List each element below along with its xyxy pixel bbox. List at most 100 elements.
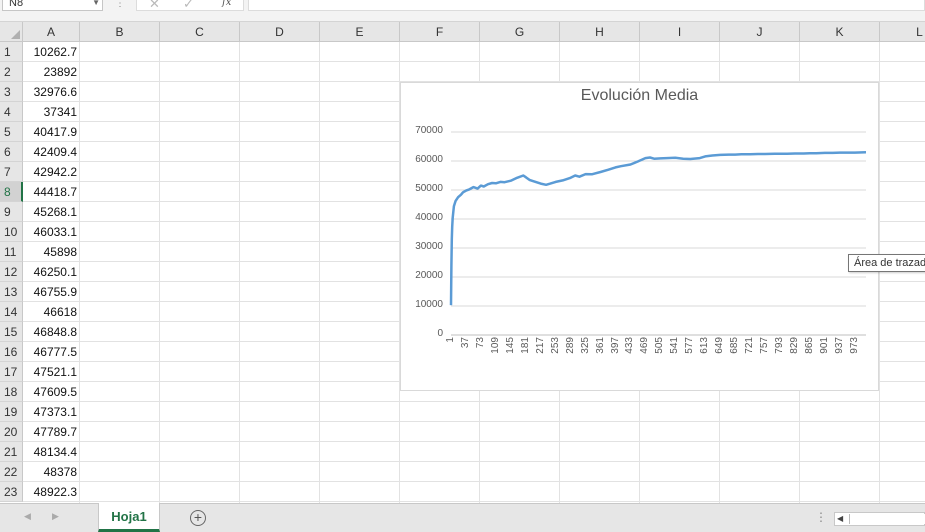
cell-a5[interactable]: 40417.9 <box>33 125 77 139</box>
x-tick-label: 361 <box>594 337 606 354</box>
column-header-e[interactable]: E <box>320 22 400 42</box>
cell-a8[interactable]: 44418.7 <box>33 185 77 199</box>
row-header-11[interactable]: 11 <box>0 242 23 262</box>
x-tick-label: 73 <box>474 337 486 349</box>
chart-plot-area[interactable] <box>401 83 880 392</box>
x-tick-label: 289 <box>564 337 576 354</box>
row-header-13[interactable]: 13 <box>0 282 23 302</box>
row-header-21[interactable]: 21 <box>0 442 23 462</box>
cell-a9[interactable]: 45268.1 <box>33 205 77 219</box>
name-box[interactable]: N8 ▼ <box>2 0 103 11</box>
x-tick-label: 109 <box>489 337 501 354</box>
cell-a23[interactable]: 48922.3 <box>33 485 77 499</box>
row-header-3[interactable]: 3 <box>0 82 23 102</box>
x-tick-label: 325 <box>579 337 591 354</box>
column-header-f[interactable]: F <box>400 22 480 42</box>
column-header-b[interactable]: B <box>80 22 160 42</box>
cell-a12[interactable]: 46250.1 <box>33 265 77 279</box>
row-header-10[interactable]: 10 <box>0 222 23 242</box>
cell-a20[interactable]: 47789.7 <box>33 425 77 439</box>
cell-a15[interactable]: 46848.8 <box>33 325 77 339</box>
row-header-9[interactable]: 9 <box>0 202 23 222</box>
row-header-18[interactable]: 18 <box>0 382 23 402</box>
x-tick-label: 541 <box>669 337 681 354</box>
x-tick-label: 217 <box>534 337 546 354</box>
sheet-tab-hoja1[interactable]: Hoja1 <box>98 503 160 532</box>
x-tick-label: 181 <box>519 337 531 354</box>
tab-scroll-left-icon[interactable]: ◀ <box>24 511 31 521</box>
y-tick-label: 40000 <box>415 212 443 223</box>
row-header-7[interactable]: 7 <box>0 162 23 182</box>
column-header-c[interactable]: C <box>160 22 240 42</box>
formula-input[interactable] <box>248 0 925 11</box>
row-header-5[interactable]: 5 <box>0 122 23 142</box>
cell-a19[interactable]: 47373.1 <box>33 405 77 419</box>
plus-circle-icon[interactable]: + <box>190 510 206 526</box>
column-header-i[interactable]: I <box>640 22 720 42</box>
select-all-button[interactable] <box>0 22 23 42</box>
cell-a1[interactable]: 10262.7 <box>33 45 77 59</box>
column-header-g[interactable]: G <box>480 22 560 42</box>
x-tick-label: 721 <box>744 337 756 354</box>
row-header-19[interactable]: 19 <box>0 402 23 422</box>
cell-a2[interactable]: 23892 <box>43 65 77 79</box>
line-chart[interactable]: Evolución Media 0 10000 20000 30000 40000 500… <box>400 82 879 391</box>
horizontal-scrollbar[interactable]: ◀ <box>834 512 925 526</box>
y-tick-label: 10000 <box>415 299 443 310</box>
cell-a22[interactable]: 48378 <box>43 465 77 479</box>
row-header-22[interactable]: 22 <box>0 462 23 482</box>
cell-a10[interactable]: 46033.1 <box>33 225 77 239</box>
series-line[interactable] <box>449 151 867 306</box>
cell-a6[interactable]: 42409.4 <box>33 145 77 159</box>
row-header-15[interactable]: 15 <box>0 322 23 342</box>
scrollbar-thumb[interactable] <box>849 514 925 524</box>
cell-a13[interactable]: 46755.9 <box>33 285 77 299</box>
row-header-12[interactable]: 12 <box>0 262 23 282</box>
column-header-j[interactable]: J <box>720 22 800 42</box>
row-header-8[interactable]: 8 <box>0 182 23 202</box>
tab-scroll-right-icon[interactable]: ▶ <box>52 511 59 521</box>
x-tick-label: 685 <box>729 337 741 354</box>
column-header-l[interactable]: L <box>880 22 925 42</box>
fx-icon[interactable]: fx <box>222 0 232 8</box>
formula-bar: N8 ▼ ⋮ ✕ ✓ fx <box>0 0 925 22</box>
cell-a21[interactable]: 48134.4 <box>33 445 77 459</box>
row-header-16[interactable]: 16 <box>0 342 23 362</box>
row-header-23[interactable]: 23 <box>0 482 23 502</box>
column-header-a[interactable]: A <box>23 22 80 42</box>
cell-a16[interactable]: 46777.5 <box>33 345 77 359</box>
row-header-14[interactable]: 14 <box>0 302 23 322</box>
row-header-4[interactable]: 4 <box>0 102 23 122</box>
x-tick-label: 829 <box>788 337 800 354</box>
x-tick-label: 253 <box>549 337 561 354</box>
row-header-1[interactable]: 1 <box>0 42 23 62</box>
tooltip: Área de trazado <box>848 254 925 272</box>
confirm-check-icon[interactable]: ✓ <box>183 0 194 11</box>
cell-a3[interactable]: 32976.6 <box>33 85 77 99</box>
vertical-dots-icon[interactable]: ⋮ <box>815 510 827 524</box>
row-header-2[interactable]: 2 <box>0 62 23 82</box>
cell-a18[interactable]: 47609.5 <box>33 385 77 399</box>
cell-a17[interactable]: 47521.1 <box>33 365 77 379</box>
x-tick-label: 901 <box>818 337 830 354</box>
row-header-17[interactable]: 17 <box>0 362 23 382</box>
chevron-down-icon[interactable]: ▼ <box>92 0 100 7</box>
cell-a7[interactable]: 42942.2 <box>33 165 77 179</box>
chart-title: Evolución Media <box>580 87 699 104</box>
cancel-x-icon[interactable]: ✕ <box>149 0 160 11</box>
row-header-6[interactable]: 6 <box>0 142 23 162</box>
cell-a4[interactable]: 37341 <box>43 105 77 119</box>
column-header-d[interactable]: D <box>240 22 320 42</box>
x-tick-label: 397 <box>609 337 621 354</box>
cell-a11[interactable]: 45898 <box>43 245 77 259</box>
column-header-k[interactable]: K <box>800 22 880 42</box>
row-header-20[interactable]: 20 <box>0 422 23 442</box>
x-tick-label: 757 <box>759 337 771 354</box>
scroll-left-icon[interactable]: ◀ <box>837 514 844 523</box>
x-tick-label: 577 <box>684 337 696 354</box>
column-header-h[interactable]: H <box>560 22 640 42</box>
name-box-value: N8 <box>9 0 24 9</box>
y-tick-label: 50000 <box>415 183 443 194</box>
cell-a14[interactable]: 46618 <box>43 305 77 319</box>
